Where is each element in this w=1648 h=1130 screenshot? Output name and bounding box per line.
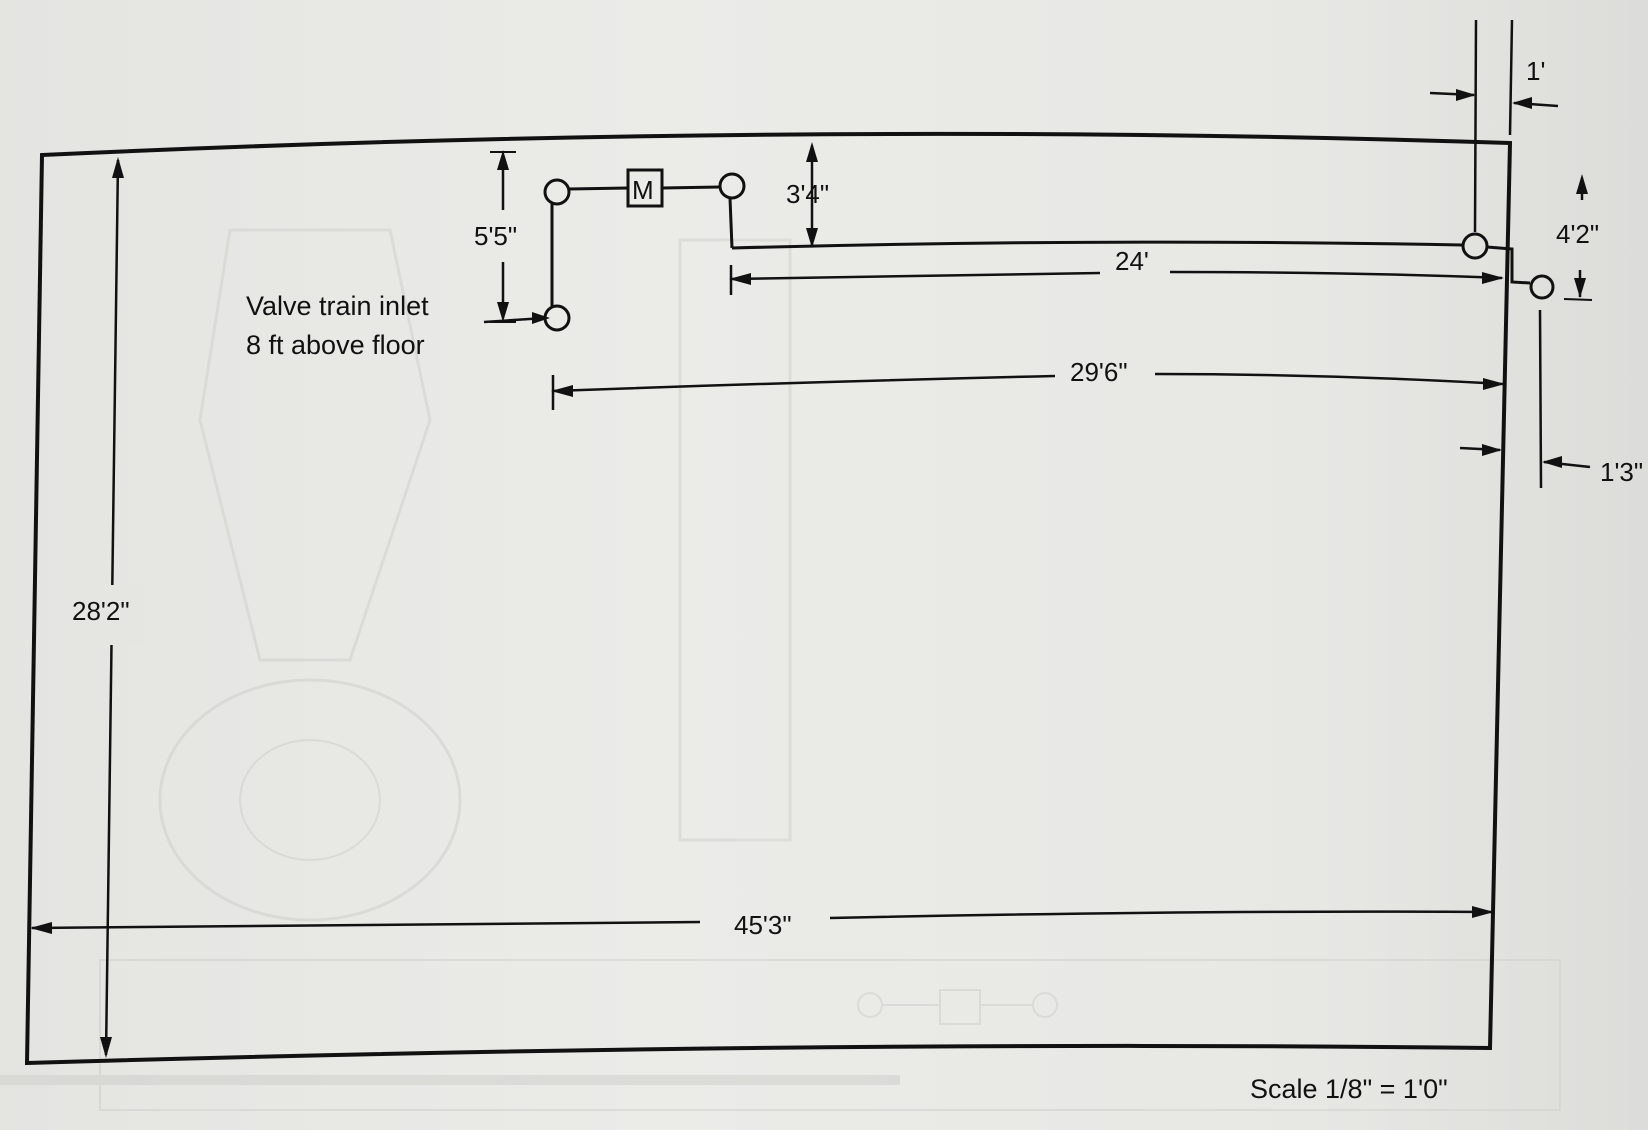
wall-height-label: 28'2" xyxy=(72,596,130,626)
gas-piping-run: M xyxy=(543,168,1555,332)
dimension-riser-height: 5'5" xyxy=(474,150,517,323)
upper-right-fitting-circle xyxy=(718,172,746,200)
run-lower-label: 29'6" xyxy=(1070,357,1128,387)
meter-label: M xyxy=(632,175,654,205)
dimension-run-upper: 24' xyxy=(729,246,1504,295)
inlet-label-line1: Valve train inlet xyxy=(246,291,429,321)
wall-outline xyxy=(24,131,1513,1066)
dimension-run-lower: 29'6" xyxy=(551,357,1505,410)
upper-left-fitting-circle xyxy=(543,178,571,206)
inlet-fitting-circle xyxy=(543,304,571,332)
wall-width-label: 45'3" xyxy=(734,910,792,940)
dimension-wall-height: 28'2" xyxy=(65,157,145,1058)
right-offset-label: 4'2" xyxy=(1556,219,1599,249)
dimension-top-gap: 1' xyxy=(1429,19,1559,233)
riser-height-label: 5'5" xyxy=(474,221,517,251)
scale-note: Scale 1/8" = 1'0" xyxy=(1250,1074,1448,1104)
run-upper-label: 24' xyxy=(1115,246,1149,276)
dimension-wall-width: 45'3" xyxy=(30,906,1494,940)
top-gap-label: 1' xyxy=(1526,56,1545,86)
dimension-side-gap: 1'3" xyxy=(1459,309,1643,489)
dimension-right-offset: 4'2" xyxy=(1556,174,1599,301)
inlet-label-line2: 8 ft above floor xyxy=(246,330,425,360)
inlet-callout: Valve train inlet 8 ft above floor xyxy=(246,291,550,360)
right-fitting-circle xyxy=(1461,232,1489,260)
offset-down-label: 3'4" xyxy=(786,179,829,209)
side-gap-label: 1'3" xyxy=(1600,457,1643,487)
dimension-offset-down: 3'4" xyxy=(786,142,829,248)
far-right-fitting-circle xyxy=(1529,274,1555,300)
bleed-through-background xyxy=(0,228,1561,1111)
